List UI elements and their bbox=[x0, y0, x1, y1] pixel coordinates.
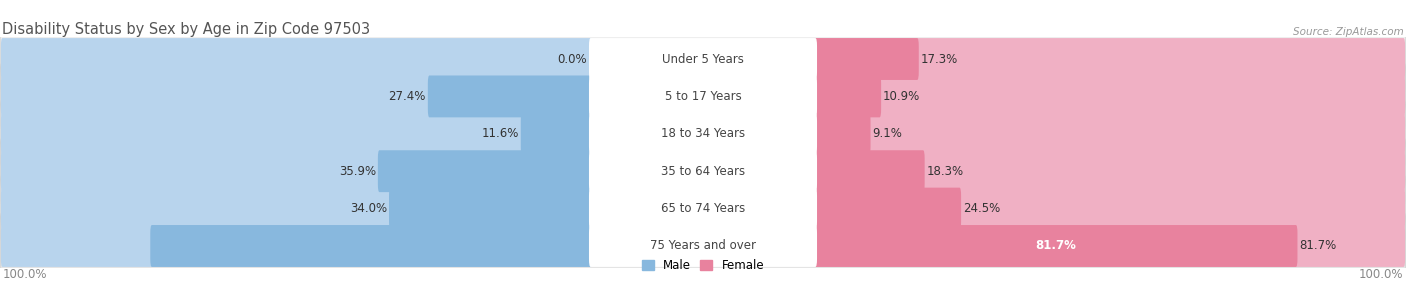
Text: 100.0%: 100.0% bbox=[1360, 268, 1403, 281]
FancyBboxPatch shape bbox=[0, 137, 1406, 205]
FancyBboxPatch shape bbox=[814, 188, 962, 230]
FancyBboxPatch shape bbox=[0, 63, 1406, 131]
FancyBboxPatch shape bbox=[1, 225, 592, 267]
Text: 9.1%: 9.1% bbox=[873, 127, 903, 140]
FancyBboxPatch shape bbox=[0, 25, 1406, 93]
Text: 65 to 74 Years: 65 to 74 Years bbox=[661, 202, 745, 215]
Text: 81.7%: 81.7% bbox=[1299, 239, 1337, 253]
FancyBboxPatch shape bbox=[814, 150, 925, 192]
FancyBboxPatch shape bbox=[589, 188, 817, 230]
FancyBboxPatch shape bbox=[589, 38, 817, 80]
Text: Source: ZipAtlas.com: Source: ZipAtlas.com bbox=[1292, 27, 1403, 37]
FancyBboxPatch shape bbox=[1, 113, 592, 155]
Text: 5 to 17 Years: 5 to 17 Years bbox=[665, 90, 741, 103]
FancyBboxPatch shape bbox=[814, 38, 918, 80]
Text: 17.3%: 17.3% bbox=[921, 52, 957, 66]
FancyBboxPatch shape bbox=[814, 113, 1405, 155]
Text: 24.5%: 24.5% bbox=[963, 202, 1000, 215]
FancyBboxPatch shape bbox=[520, 113, 592, 155]
FancyBboxPatch shape bbox=[814, 225, 1405, 267]
Text: 10.9%: 10.9% bbox=[883, 90, 921, 103]
Text: 11.6%: 11.6% bbox=[481, 127, 519, 140]
FancyBboxPatch shape bbox=[378, 150, 592, 192]
FancyBboxPatch shape bbox=[589, 75, 817, 117]
FancyBboxPatch shape bbox=[0, 174, 1406, 242]
Legend: Male, Female: Male, Female bbox=[641, 259, 765, 272]
Text: Disability Status by Sex by Age in Zip Code 97503: Disability Status by Sex by Age in Zip C… bbox=[3, 22, 371, 37]
FancyBboxPatch shape bbox=[427, 75, 592, 117]
FancyBboxPatch shape bbox=[589, 225, 817, 267]
FancyBboxPatch shape bbox=[814, 113, 870, 155]
FancyBboxPatch shape bbox=[1, 188, 592, 230]
FancyBboxPatch shape bbox=[814, 38, 1405, 80]
FancyBboxPatch shape bbox=[150, 225, 592, 267]
FancyBboxPatch shape bbox=[1, 150, 592, 192]
Text: 0.0%: 0.0% bbox=[557, 52, 588, 66]
FancyBboxPatch shape bbox=[1, 38, 592, 80]
Text: 27.4%: 27.4% bbox=[388, 90, 426, 103]
FancyBboxPatch shape bbox=[589, 150, 817, 192]
Text: 18.3%: 18.3% bbox=[927, 165, 963, 178]
Text: 100.0%: 100.0% bbox=[3, 268, 46, 281]
Text: 81.7%: 81.7% bbox=[1035, 239, 1076, 253]
FancyBboxPatch shape bbox=[0, 212, 1406, 280]
Text: 34.0%: 34.0% bbox=[350, 202, 387, 215]
FancyBboxPatch shape bbox=[0, 100, 1406, 168]
FancyBboxPatch shape bbox=[1, 75, 592, 117]
FancyBboxPatch shape bbox=[814, 75, 1405, 117]
Text: 75 Years and over: 75 Years and over bbox=[650, 239, 756, 253]
FancyBboxPatch shape bbox=[814, 75, 882, 117]
Text: Under 5 Years: Under 5 Years bbox=[662, 52, 744, 66]
Text: 18 to 34 Years: 18 to 34 Years bbox=[661, 127, 745, 140]
FancyBboxPatch shape bbox=[389, 188, 592, 230]
FancyBboxPatch shape bbox=[814, 225, 1298, 267]
FancyBboxPatch shape bbox=[814, 188, 1405, 230]
Text: 35 to 64 Years: 35 to 64 Years bbox=[661, 165, 745, 178]
FancyBboxPatch shape bbox=[814, 150, 1405, 192]
Text: 35.9%: 35.9% bbox=[339, 165, 375, 178]
FancyBboxPatch shape bbox=[589, 113, 817, 155]
